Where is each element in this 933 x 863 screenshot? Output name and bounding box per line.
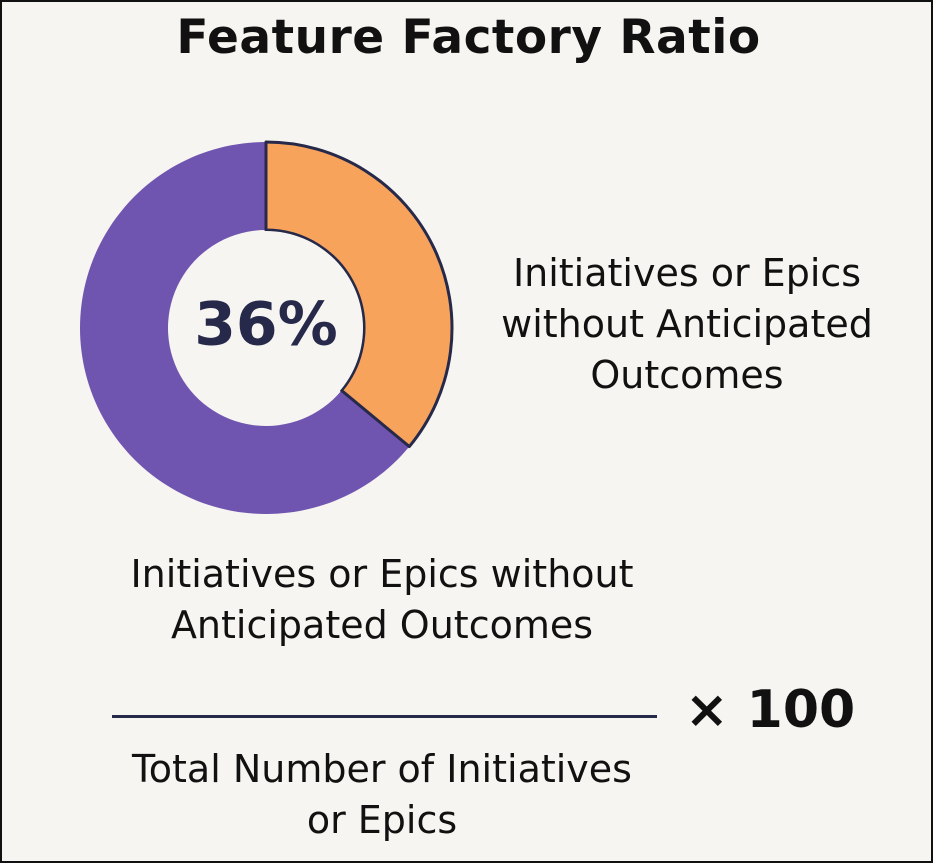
formula-numerator: Initiatives or Epics without Anticipated… — [130, 552, 634, 647]
center-percentage-label: 36% — [194, 290, 338, 360]
slice-without-outcomes — [264, 140, 454, 449]
slice-label-without-outcomes: Initiatives or Epics without Anticipated… — [501, 251, 873, 397]
donut-chart: 36% — [79, 140, 454, 514]
formula-multiplier: × 100 — [685, 680, 856, 740]
slice-remainder — [79, 142, 410, 514]
fraction-bar — [112, 715, 657, 718]
formula-denominator: Total Number of Initiatives or Epics — [132, 747, 632, 842]
chart-title: Feature Factory Ratio — [176, 10, 761, 65]
donut-hole — [169, 231, 363, 425]
